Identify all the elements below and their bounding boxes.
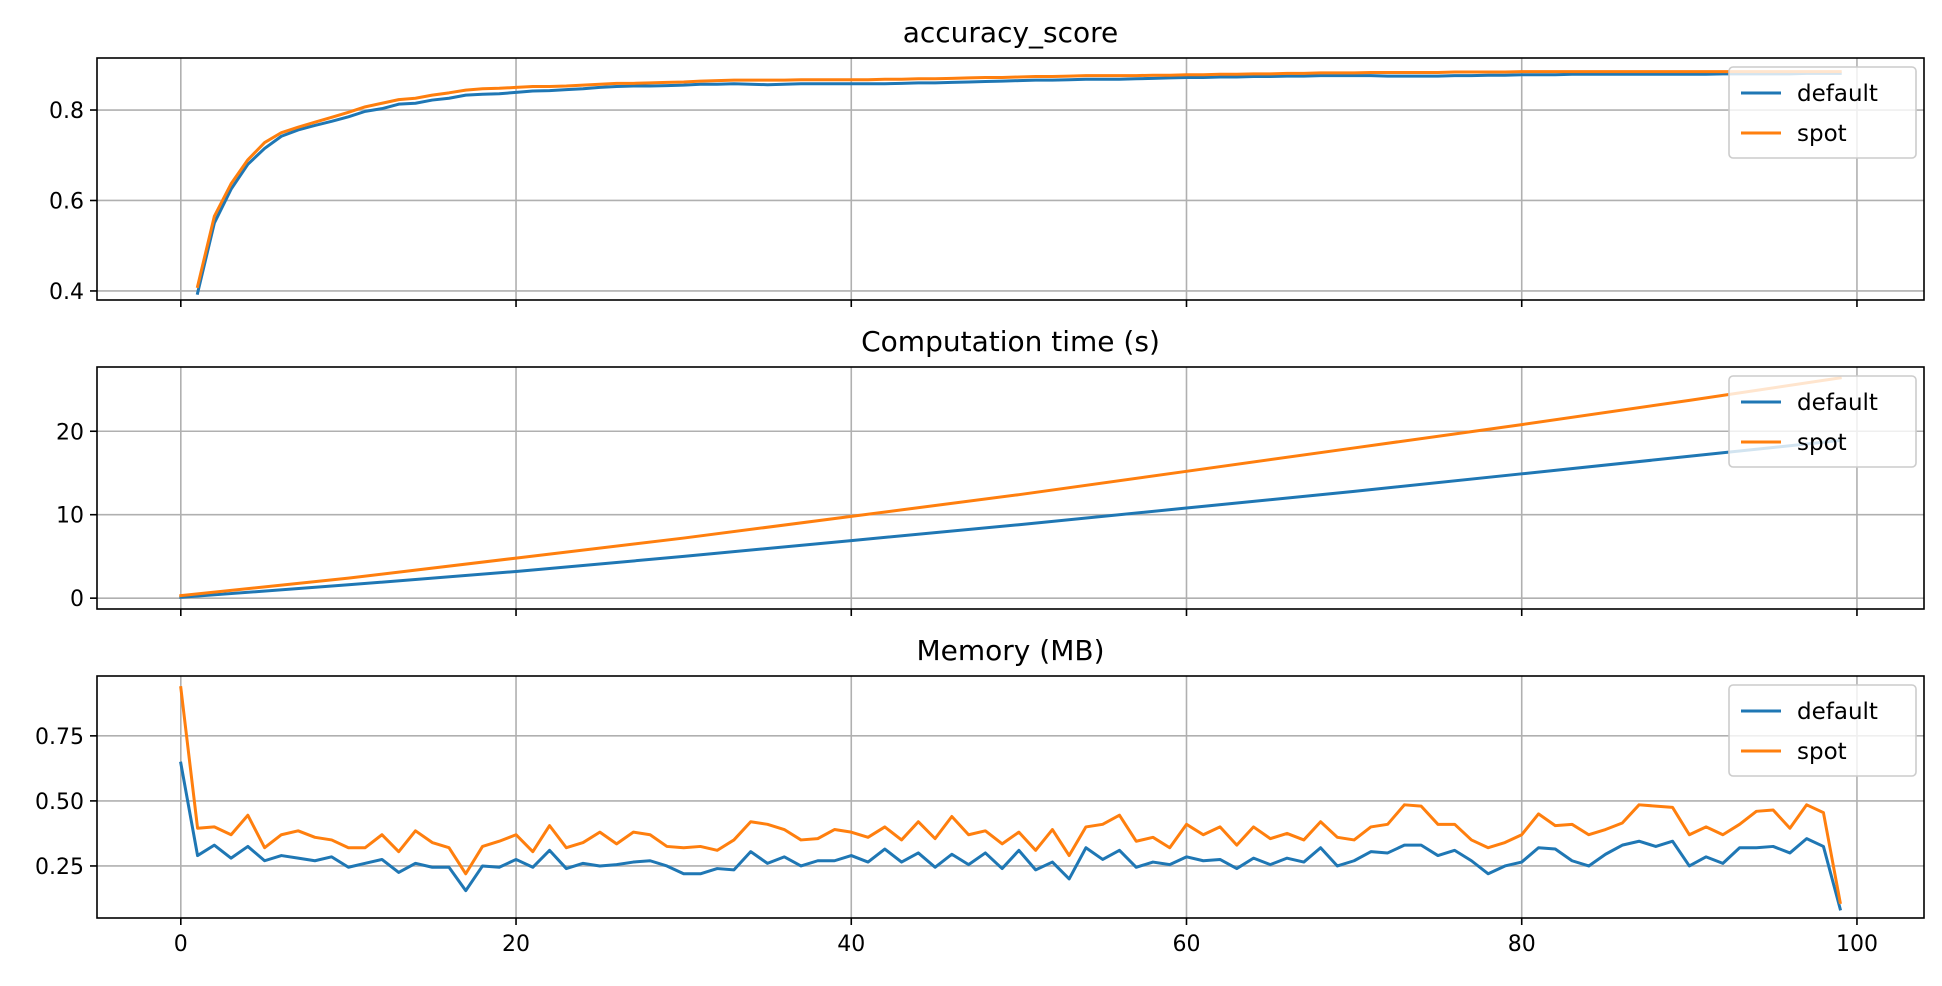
y-tick-label: 0.25 [35,855,84,880]
y-tick-label: 0.8 [49,99,84,124]
chart-title: Memory (MB) [917,634,1105,667]
legend-box [1728,66,1917,159]
legend: default spot [1728,684,1917,777]
legend: default spot [1728,375,1917,468]
chart-panel-memory-mb: 0 20 40 60 80 100 0.25 0.50 0.75 Memory (MB) defau… [35,634,1925,957]
legend-box [1728,375,1917,468]
axes-frame [96,366,1925,610]
y-tick-label: 0.4 [49,280,84,305]
chart-title: Computation time (s) [861,325,1160,358]
legend-box [1728,684,1917,777]
x-tick-label: 40 [837,932,865,957]
axes-frame [96,675,1925,919]
axes-frame [96,57,1925,301]
chart-panel-computation-time-s: 0 10 20 Computation time (s) default spot [56,325,1925,616]
legend-label-spot: spot [1797,430,1847,456]
series-line-default [179,438,1842,599]
x-tick-label: 100 [1836,932,1878,957]
legend: default spot [1728,66,1917,159]
series-line-spot [195,70,1842,289]
legend-label-default: default [1797,390,1878,416]
x-tick-label: 80 [1508,932,1536,957]
y-tick-label: 10 [56,504,84,529]
x-tick-label: 0 [174,932,188,957]
series-line-default [195,71,1842,296]
legend-label-default: default [1797,699,1878,725]
series-line-spot [179,686,1842,905]
y-tick-label: 0.6 [49,189,84,214]
y-tick-label: 0.50 [35,790,84,815]
y-tick-label: 20 [56,420,84,445]
series-line-default [179,761,1843,911]
legend-label-default: default [1797,81,1878,107]
y-tick-label: 0 [70,587,84,612]
series-line-spot [179,376,1842,598]
x-tick-label: 60 [1172,932,1200,957]
y-tick-label: 0.75 [35,725,84,750]
legend-label-spot: spot [1797,739,1847,765]
x-tick-label: 20 [502,932,530,957]
chart-title: accuracy_score [903,16,1119,49]
legend-label-spot: spot [1797,121,1847,147]
